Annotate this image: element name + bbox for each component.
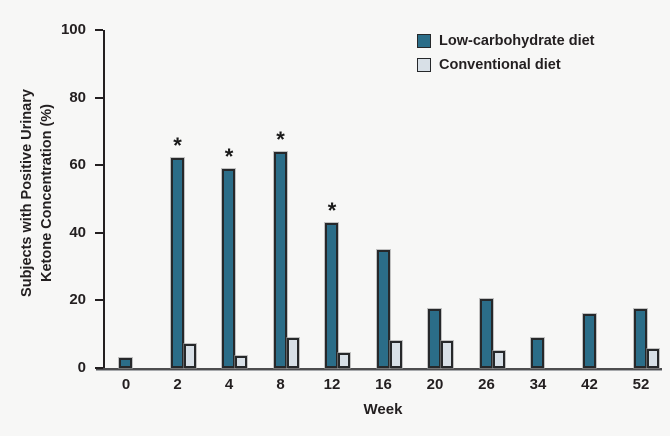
x-tick-label-week-26: 26 xyxy=(478,376,495,393)
bar-conventional-week-52 xyxy=(647,349,659,368)
bar-low-carbohydrate-week-8 xyxy=(273,151,287,368)
bar-low-carbohydrate-week-34 xyxy=(531,337,544,368)
y-tick-40 xyxy=(95,231,103,234)
x-tick-label-week-12: 12 xyxy=(323,376,341,393)
y-tick-100 xyxy=(95,29,103,31)
legend-item-low-carbohydrate-diet: Low-carbohydrate diet xyxy=(417,29,595,53)
x-tick-label-week-4: 4 xyxy=(224,376,234,393)
x-tick-label-week-20: 20 xyxy=(426,376,444,393)
bar-low-carbohydrate-week-52 xyxy=(634,308,647,368)
y-tick-60 xyxy=(95,164,103,167)
bar-low-carbohydrate-week-20 xyxy=(428,308,441,368)
legend: Low-carbohydrate diet Conventional diet xyxy=(417,29,595,77)
bar-conventional-week-20 xyxy=(441,340,453,368)
y-axis-line xyxy=(103,30,105,369)
y-tick-label-60: 60 xyxy=(69,156,86,174)
bar-low-carbohydrate-week-0 xyxy=(119,357,132,368)
y-tick-label-80: 80 xyxy=(69,88,86,106)
legend-swatch-low-carbohydrate-diet xyxy=(417,34,431,48)
bar-low-carbohydrate-week-16 xyxy=(376,249,390,368)
x-tick-label-week-8: 8 xyxy=(276,376,285,393)
bar-conventional-week-8 xyxy=(286,337,299,368)
bar-conventional-week-16 xyxy=(389,340,402,368)
y-tick-0 xyxy=(95,367,103,369)
bar-low-carbohydrate-week-2 xyxy=(170,158,184,368)
bar-low-carbohydrate-week-12 xyxy=(325,222,338,368)
x-axis-title: Week xyxy=(363,401,403,418)
legend-label-conventional-diet: Conventional diet xyxy=(439,57,561,73)
x-tick-label-week-34: 34 xyxy=(529,376,547,393)
bar-low-carbohydrate-week-4 xyxy=(222,168,235,368)
significance-asterisk-week-2: * xyxy=(173,133,182,159)
bar-low-carbohydrate-week-26 xyxy=(479,298,493,368)
bar-conventional-week-4 xyxy=(235,356,247,368)
significance-asterisk-week-4: * xyxy=(224,143,234,169)
bar-conventional-week-12 xyxy=(338,352,350,368)
legend-swatch-conventional-diet xyxy=(417,58,431,72)
legend-label-low-carbohydrate-diet: Low-carbohydrate diet xyxy=(439,33,595,49)
y-axis-title-line1: Subjects with Positive Urinary xyxy=(19,89,35,297)
x-tick-label-week-2: 2 xyxy=(173,376,182,393)
y-tick-20 xyxy=(95,299,103,302)
bar-conventional-week-2 xyxy=(183,344,196,368)
significance-asterisk-week-12: * xyxy=(327,197,337,223)
x-tick-label-week-0: 0 xyxy=(121,376,131,393)
x-tick-label-week-42: 42 xyxy=(581,376,598,393)
bar-low-carbohydrate-week-42 xyxy=(582,313,596,368)
y-axis-title-line2: Ketone Concentration (%) xyxy=(39,103,56,283)
x-tick-label-week-52: 52 xyxy=(632,376,650,393)
bar-conventional-week-26 xyxy=(492,351,505,368)
y-tick-label-0: 0 xyxy=(77,359,86,376)
y-tick-80 xyxy=(95,96,103,99)
y-tick-label-40: 40 xyxy=(69,223,86,241)
y-axis-title: Subjects with Positive Urinary Ketone Co… xyxy=(17,19,59,367)
significance-asterisk-week-8: * xyxy=(276,126,285,152)
y-tick-label-20: 20 xyxy=(69,291,86,309)
legend-item-conventional-diet: Conventional diet xyxy=(417,53,595,77)
x-tick-label-week-16: 16 xyxy=(375,376,392,393)
x-axis-line xyxy=(96,368,662,371)
y-tick-label-100: 100 xyxy=(60,21,86,38)
